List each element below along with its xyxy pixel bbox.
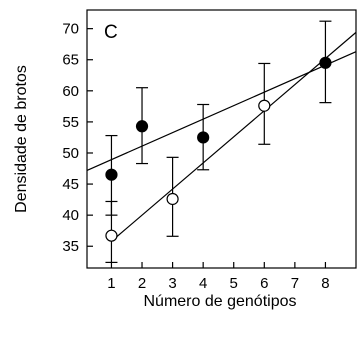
plot-frame bbox=[86, 9, 357, 269]
data-point-filled bbox=[135, 120, 149, 133]
trend-line-series-1 bbox=[86, 51, 357, 171]
x-axis-title: Número de genótipos bbox=[144, 293, 297, 310]
y-tick-label: 70 bbox=[62, 21, 79, 38]
y-tick-label: 65 bbox=[62, 52, 79, 69]
data-point-filled bbox=[105, 168, 118, 181]
y-axis: 35 40 45 50 55 60 65 70 bbox=[62, 21, 93, 255]
data-points bbox=[105, 56, 332, 242]
x-tick-label: 7 bbox=[291, 275, 299, 292]
trend-lines bbox=[86, 31, 357, 242]
data-point-filled bbox=[319, 56, 332, 69]
y-tick-label: 50 bbox=[62, 145, 79, 162]
x-tick-label: 5 bbox=[230, 275, 238, 292]
y-tick-label: 60 bbox=[62, 83, 79, 100]
x-tick-label: 8 bbox=[321, 275, 329, 292]
data-point-filled bbox=[197, 131, 210, 144]
data-point-open bbox=[105, 229, 118, 242]
panel-label: C bbox=[104, 22, 118, 43]
y-tick-label: 40 bbox=[62, 207, 79, 224]
error-bars bbox=[105, 20, 332, 264]
x-axis: 1 2 3 4 5 6 7 8 bbox=[107, 262, 330, 292]
data-point-open bbox=[258, 99, 271, 112]
y-tick-label: 35 bbox=[62, 238, 79, 255]
y-tick-label: 45 bbox=[62, 176, 79, 193]
x-tick-label: 2 bbox=[138, 275, 146, 292]
y-axis-title: Densidade de brotos bbox=[13, 65, 30, 213]
y-tick-label: 55 bbox=[62, 114, 79, 131]
trend-line-series-2 bbox=[111, 31, 357, 242]
x-tick-label: 6 bbox=[260, 275, 268, 292]
data-point-open bbox=[166, 192, 179, 206]
x-tick-label: 3 bbox=[168, 275, 176, 292]
x-tick-label: 1 bbox=[107, 275, 115, 292]
x-tick-label: 4 bbox=[199, 275, 207, 292]
